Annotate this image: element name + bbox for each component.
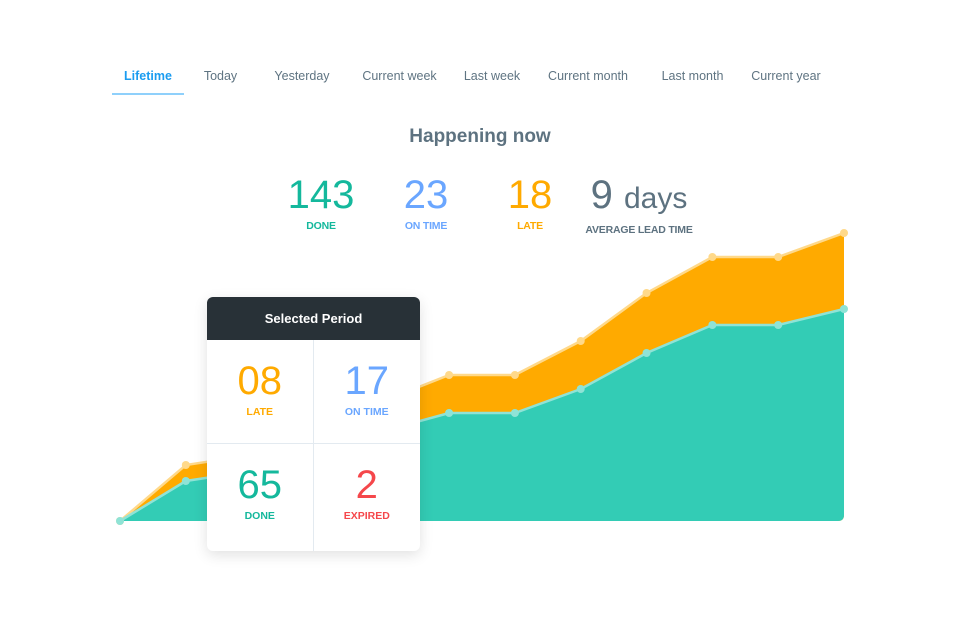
stat-lead-time-label: AVERAGE LEAD TIME: [585, 224, 693, 236]
done-point: [642, 349, 651, 357]
stat-late-value: 18: [507, 173, 553, 217]
tab-lifetime[interactable]: Lifetime: [112, 62, 184, 95]
period-tabs: Lifetime Today Yesterday Current week Last w…: [112, 62, 831, 95]
period-on-time: 17 ON TIME: [313, 340, 420, 444]
tab-last-month[interactable]: Last month: [661, 69, 724, 83]
period-on-time-label: ON TIME: [344, 406, 389, 418]
tab-last-week[interactable]: Last week: [463, 69, 521, 83]
done-point: [708, 321, 717, 329]
stat-on-time: 23 ON TIME: [396, 170, 456, 232]
done-point: [510, 409, 519, 417]
late-point: [840, 229, 848, 237]
stat-done: 143 DONE: [283, 170, 359, 232]
late-point: [642, 289, 651, 297]
late-point: [774, 253, 783, 261]
stat-done-value: 143: [287, 173, 355, 217]
period-done-label: DONE: [244, 510, 275, 522]
tab-current-year[interactable]: Current year: [751, 69, 821, 83]
period-late: 08 LATE: [207, 340, 314, 444]
done-point: [840, 305, 848, 313]
page-title: Happening now: [409, 126, 551, 147]
late-point: [708, 253, 717, 261]
tab-current-week[interactable]: Current week: [362, 69, 437, 83]
stat-late-label: LATE: [517, 220, 543, 232]
period-done: 65 DONE: [207, 444, 314, 551]
stat-on-time-label: ON TIME: [404, 220, 448, 232]
done-point: [774, 321, 783, 329]
period-done-value: 65: [237, 463, 283, 507]
stat-late: 18 LATE: [505, 170, 555, 232]
late-point: [510, 371, 519, 379]
done-point: [576, 385, 585, 393]
period-expired-value: 2: [355, 463, 378, 507]
late-point: [445, 371, 454, 379]
late-point: [181, 461, 190, 469]
stat-lead-time: 9 days AVERAGE LEAD TIME: [580, 170, 698, 236]
stat-done-label: DONE: [306, 220, 336, 232]
stat-on-time-value: 23: [403, 173, 449, 217]
done-point: [116, 517, 124, 525]
period-expired-label: EXPIRED: [343, 510, 390, 522]
tab-today[interactable]: Today: [203, 69, 238, 83]
selected-period-title: Selected Period: [207, 297, 420, 340]
period-late-label: LATE: [246, 406, 274, 418]
period-expired: 2 EXPIRED: [314, 444, 421, 551]
stat-lead-time-unit: days: [624, 182, 688, 215]
tab-current-month[interactable]: Current month: [548, 69, 628, 83]
stat-lead-time-value: 9: [590, 173, 613, 217]
tab-yesterday[interactable]: Yesterday: [274, 69, 330, 83]
selected-period-card: Selected Period 08 LATE 17 ON TIME 65 DO…: [207, 297, 420, 551]
late-point: [576, 337, 585, 345]
done-point: [445, 409, 454, 417]
period-late-value: 08: [237, 359, 283, 403]
done-point: [181, 477, 190, 485]
period-on-time-value: 17: [344, 359, 390, 403]
